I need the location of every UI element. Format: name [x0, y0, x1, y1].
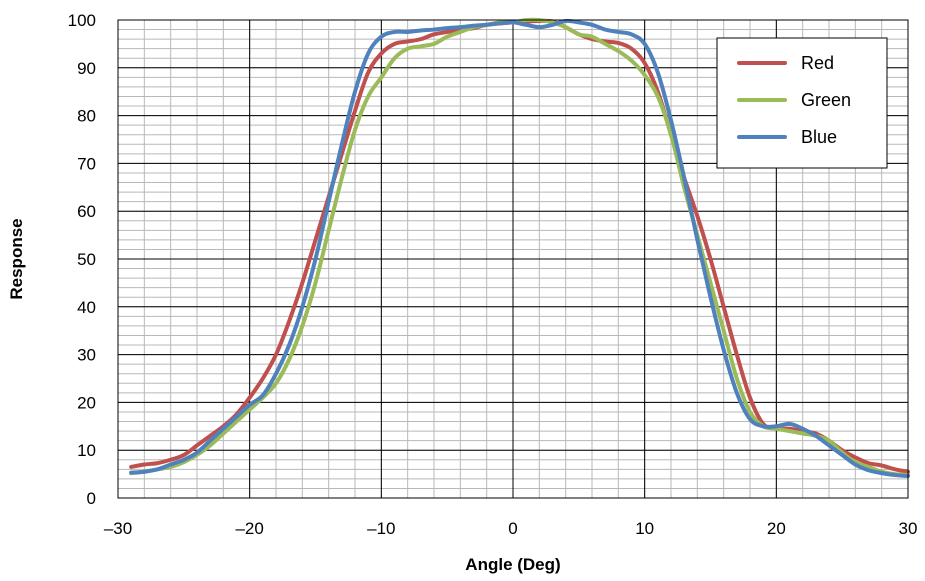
y-axis-title: Response	[7, 218, 26, 299]
y-tick-label: 60	[77, 202, 96, 221]
x-axis-tick-labels: –30 –20 –10 0 10 20 30	[104, 519, 918, 538]
y-tick-label: 30	[77, 346, 96, 365]
x-tick-label: 0	[508, 519, 517, 538]
x-tick-label: 30	[899, 519, 918, 538]
x-tick-label: 10	[635, 519, 654, 538]
y-tick-label: 90	[77, 59, 96, 78]
y-tick-label: 70	[77, 154, 96, 173]
y-tick-label: 50	[77, 250, 96, 269]
x-tick-label: 20	[767, 519, 786, 538]
x-tick-label: –10	[367, 519, 395, 538]
y-tick-label: 0	[87, 489, 96, 508]
y-axis-tick-labels: 0 10 20 30 40 50 60 70 80 90 100	[68, 11, 96, 508]
x-tick-label: –20	[235, 519, 263, 538]
legend: Red Green Blue	[716, 37, 888, 169]
y-tick-label: 20	[77, 393, 96, 412]
legend-label-green: Green	[801, 90, 851, 110]
legend-label-red: Red	[801, 53, 834, 73]
series-lines	[129, 17, 910, 479]
y-tick-label: 80	[77, 107, 96, 126]
plot-frame	[117, 19, 909, 499]
x-axis-title: Angle (Deg)	[465, 555, 560, 574]
series-line-blue	[129, 18, 910, 479]
legend-label-blue: Blue	[801, 127, 837, 147]
y-tick-label: 100	[68, 11, 96, 30]
y-tick-label: 40	[77, 298, 96, 317]
legend-box	[716, 37, 888, 169]
x-tick-label: –30	[104, 519, 132, 538]
y-tick-label: 10	[77, 441, 96, 460]
